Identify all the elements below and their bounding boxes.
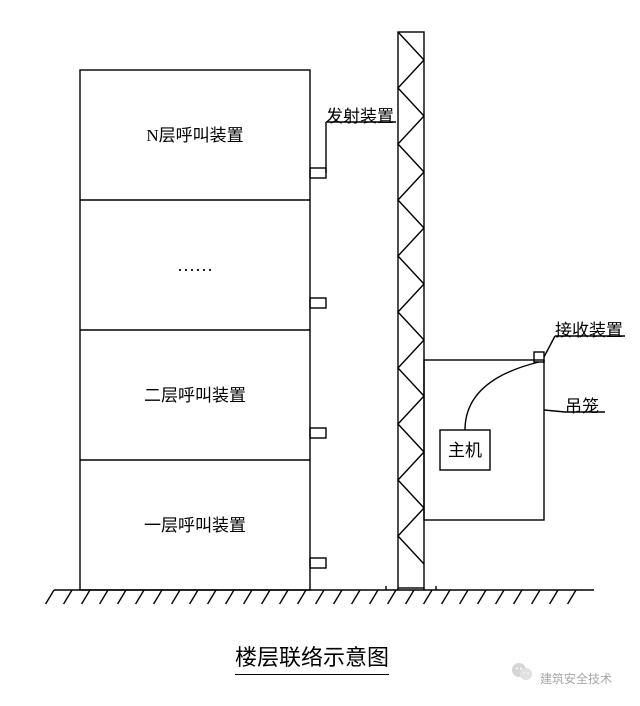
transmitter-notch (310, 558, 326, 568)
floor-label: 一层呼叫装置 (144, 516, 246, 535)
transmitter-notch (310, 298, 326, 308)
transmitter-label: 发射装置 (326, 102, 394, 127)
schematic-svg: N层呼叫装置 …… 二层呼叫装置一层呼叫装置 主机 (0, 0, 640, 706)
receiver-label: 接收装置 (555, 316, 623, 341)
wire (465, 362, 539, 430)
cage-label: 吊笼 (565, 392, 599, 417)
watermark-text: 建筑安全技术 (540, 670, 612, 687)
floor-ellipsis: …… (177, 255, 213, 275)
diagram-title: 楼层联络示意图 (235, 640, 389, 675)
wechat-icon (510, 660, 534, 684)
transmitter-notch (310, 428, 326, 438)
floor-label: 二层呼叫装置 (144, 386, 246, 405)
host-label: 主机 (448, 441, 482, 460)
floor-label: N层呼叫装置 (146, 126, 243, 145)
transmitter-notch (310, 168, 326, 178)
cage (424, 360, 544, 520)
